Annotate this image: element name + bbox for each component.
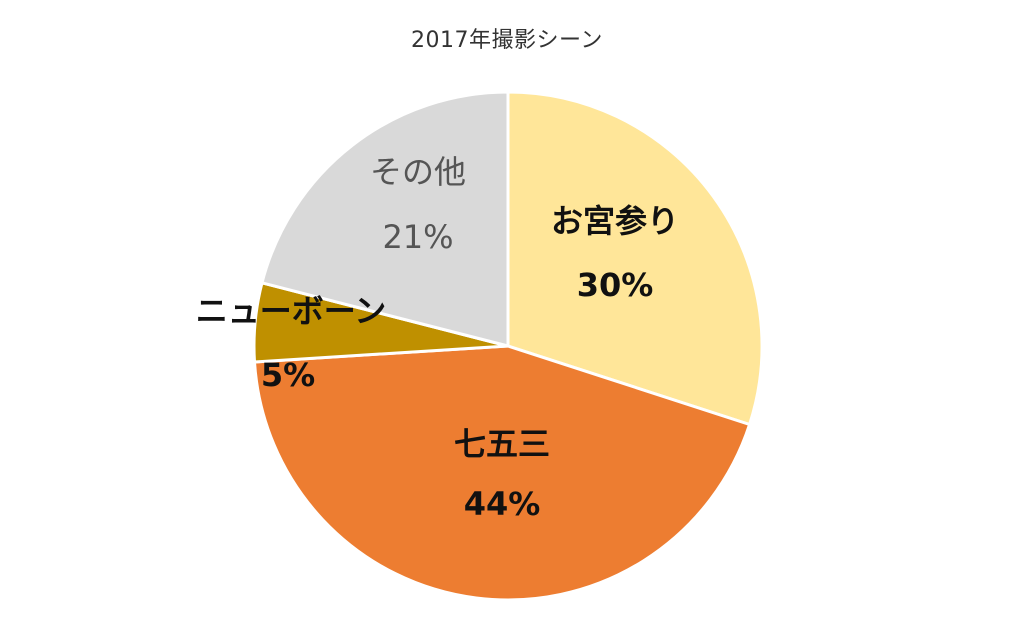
slice-label-2: 七五三: [454, 425, 550, 463]
slice-value-label-3: 5%: [261, 356, 315, 394]
pie-labels: お宮参り 30% 七五三 44% ニューボーン 5% その他 21%: [196, 153, 679, 523]
pie-slice-1: [506, 90, 764, 426]
slice-value-label-2: 44%: [464, 485, 541, 523]
pie-slice-4: [260, 90, 510, 348]
pie-slice-2: [253, 344, 752, 602]
slice-label-1: お宮参り: [551, 202, 679, 240]
slice-label-4: その他: [370, 153, 466, 191]
slice-label-3: ニューボーン: [196, 292, 386, 330]
slice-value-label-1: 30%: [577, 266, 654, 304]
slice-value-label-4: 21%: [382, 218, 453, 256]
chart-title: 2017年撮影シーン: [411, 28, 603, 53]
pie-slices: [252, 90, 764, 602]
